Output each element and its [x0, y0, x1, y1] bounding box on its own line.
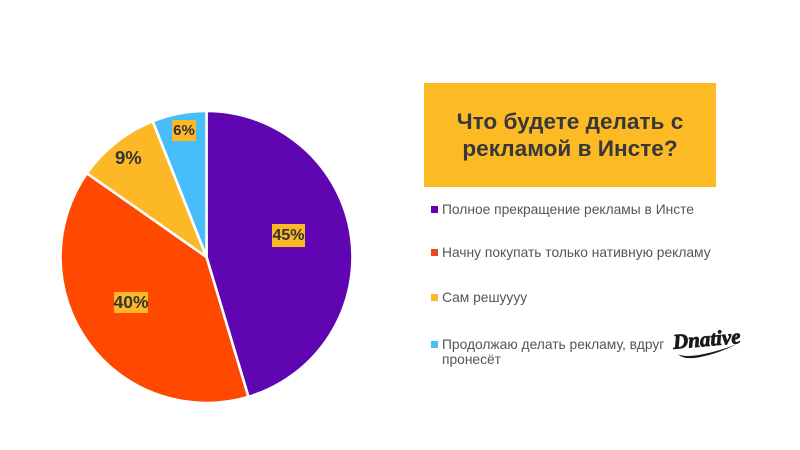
- svg-text:Dnative: Dnative: [671, 325, 741, 354]
